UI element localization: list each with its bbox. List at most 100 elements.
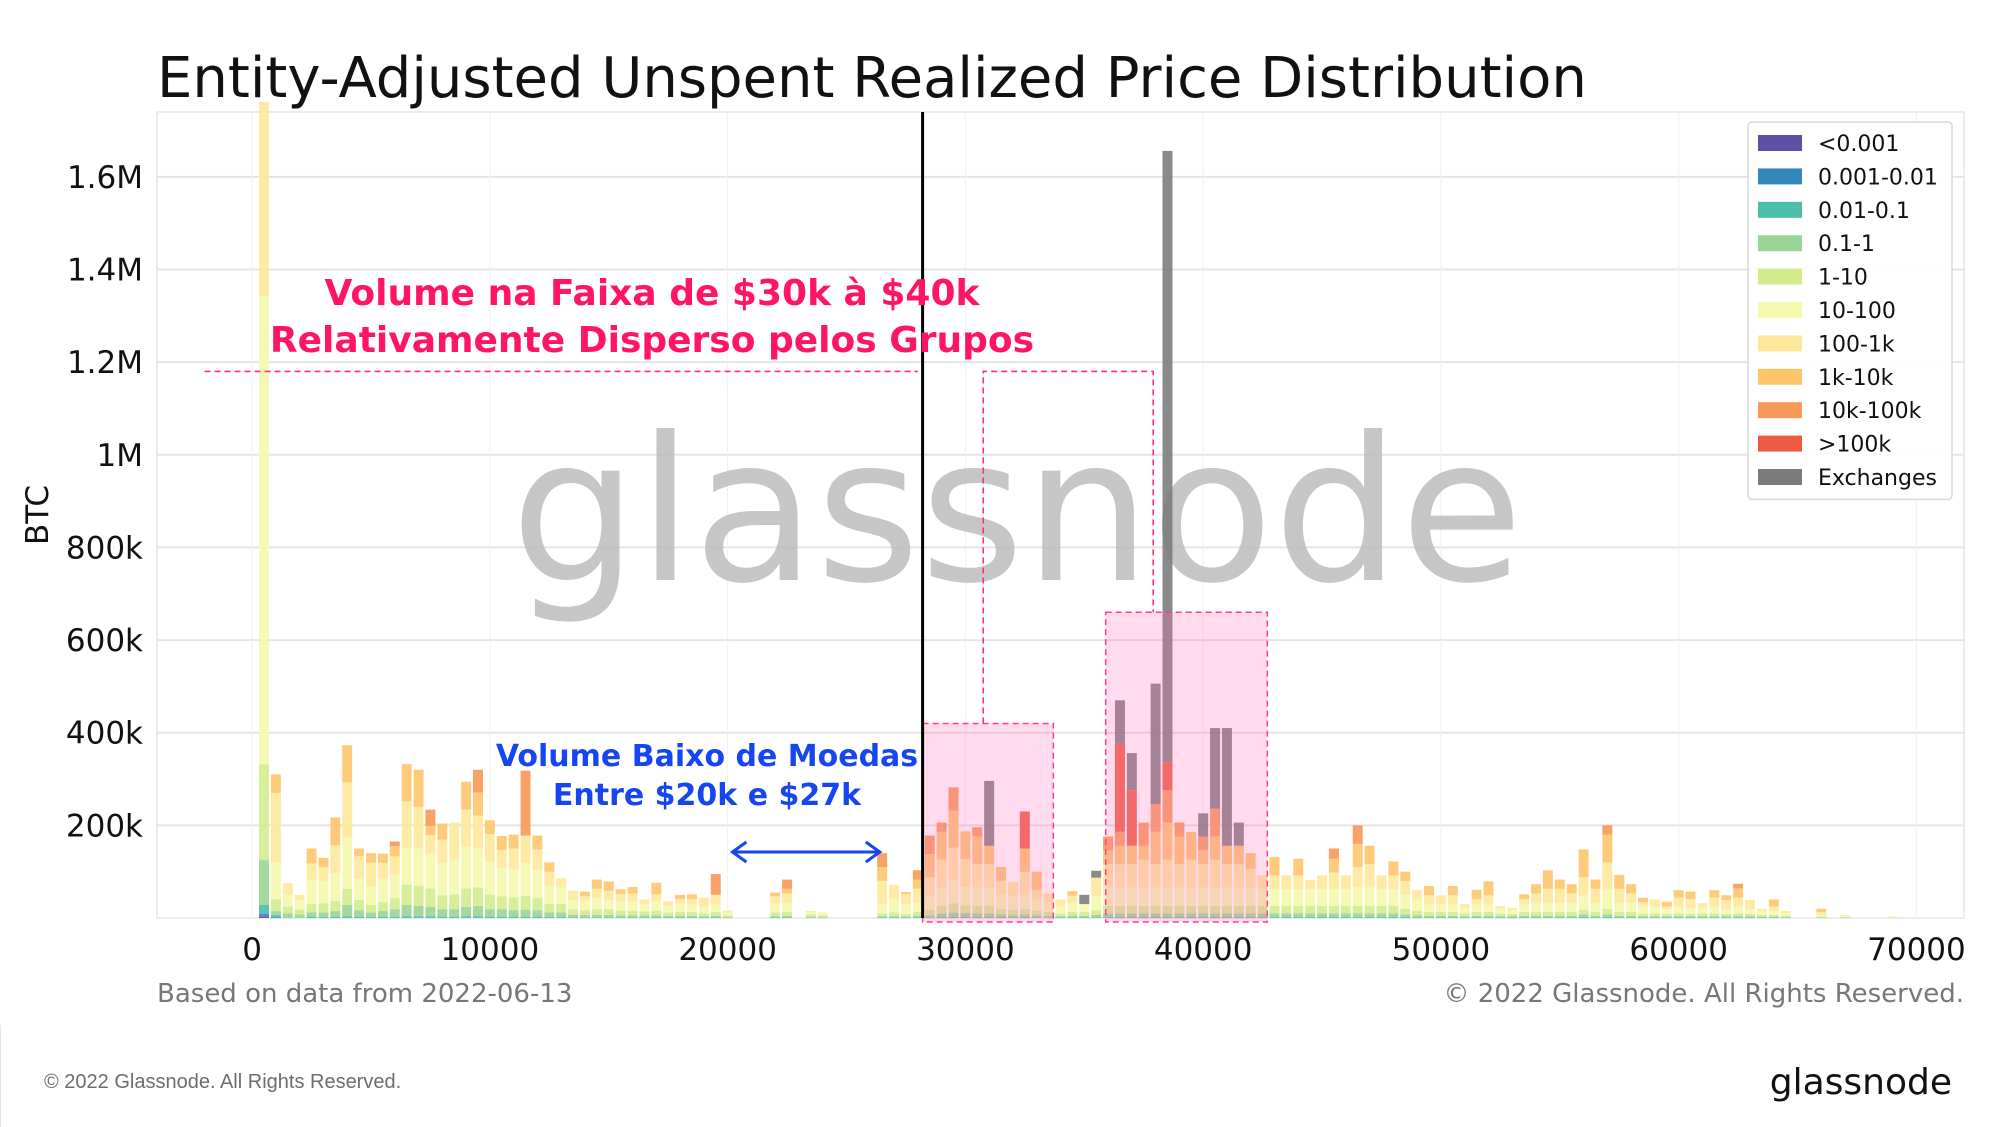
bar-segment-Exchanges bbox=[984, 780, 995, 846]
bar-segment-10-100 bbox=[972, 887, 983, 906]
bar-segment-0-01-0-1 bbox=[1138, 917, 1149, 918]
bar-segment-1-10 bbox=[1126, 905, 1137, 914]
bar-segment-1-10 bbox=[591, 909, 602, 915]
legend-label: 1-10 bbox=[1818, 266, 1868, 291]
bar-segment-0-01-0-1 bbox=[389, 916, 400, 918]
bar-stack bbox=[1614, 874, 1625, 918]
bar-segment-100-1k bbox=[377, 862, 388, 879]
bar-stack bbox=[294, 894, 305, 918]
bar-segment-1-10 bbox=[1626, 911, 1637, 916]
bar-segment-100-1k bbox=[770, 896, 781, 904]
legend-swatch bbox=[1758, 302, 1802, 318]
bar-segment-100-1k bbox=[1340, 875, 1351, 890]
bar-segment-1k-10k bbox=[1531, 884, 1542, 894]
brand-logo: glassnode bbox=[1770, 1062, 1952, 1103]
bar-segment-10-100 bbox=[1103, 887, 1114, 906]
bar-segment-10k-100k bbox=[1162, 790, 1173, 823]
bar-stack bbox=[710, 873, 721, 918]
bar-segment-10-100 bbox=[461, 846, 472, 889]
bar-segment-1-10 bbox=[270, 899, 281, 912]
bar-segment-0-1-1 bbox=[1364, 913, 1375, 918]
bar-segment-1k-10k bbox=[1590, 879, 1601, 889]
bar-segment-100-1k bbox=[437, 839, 448, 863]
bar-segment-1-10 bbox=[1447, 911, 1458, 916]
bar-stack bbox=[627, 886, 638, 918]
bar-segment-1-10 bbox=[472, 887, 483, 906]
bar-segment-1k-10k bbox=[591, 879, 602, 889]
legend-label: 0.001-0.01 bbox=[1818, 165, 1938, 190]
bar-segment-1-10 bbox=[1554, 911, 1565, 916]
bar-segment-0-01-0-1 bbox=[330, 916, 341, 918]
bar-segment-1-10 bbox=[996, 908, 1007, 915]
bar-stack bbox=[1424, 886, 1435, 918]
bar-segment-100-1k bbox=[675, 899, 686, 904]
bar-segment-0-1-1 bbox=[1554, 915, 1565, 918]
bar-segment-10-100 bbox=[1281, 889, 1292, 906]
bar-segment-0-001 bbox=[259, 916, 269, 918]
bar-segment-0-1-1 bbox=[306, 912, 317, 917]
bar-stack bbox=[1281, 875, 1292, 918]
bar-segment-10k-100k bbox=[877, 853, 888, 868]
bar-segment-1k-10k bbox=[996, 867, 1007, 881]
bar-segment-1-10 bbox=[1114, 905, 1125, 914]
bar-segment-10-100 bbox=[1709, 906, 1720, 914]
bar-segment-100-1k bbox=[1031, 890, 1042, 900]
bar-segment-1-10 bbox=[1198, 905, 1209, 914]
bar-segment-1-10 bbox=[1649, 913, 1660, 917]
bar-stack bbox=[1138, 822, 1149, 918]
bar-segment-100-1k bbox=[389, 856, 400, 875]
bar-segment-1-10 bbox=[508, 897, 519, 911]
bar-segment-0-1-1 bbox=[532, 910, 543, 917]
bar-stack bbox=[1245, 853, 1256, 918]
legend-label: <0.001 bbox=[1818, 132, 1899, 157]
bar-stack bbox=[1305, 880, 1316, 918]
bar-segment-100-1k bbox=[663, 901, 674, 906]
bar-segment-0-1-1 bbox=[1007, 915, 1018, 918]
bar-segment-10k-100k bbox=[1198, 836, 1209, 851]
bar-segment-100-1k bbox=[1233, 864, 1244, 888]
bar-segment-10-100 bbox=[579, 900, 590, 911]
bar-stack bbox=[449, 822, 460, 918]
bar-stack bbox=[1780, 911, 1791, 918]
bar-segment-10-100 bbox=[401, 847, 412, 885]
bar-segment-100-1k bbox=[805, 911, 816, 913]
bar-segment-0-1-1 bbox=[984, 913, 995, 918]
bar-segment-0-1-1 bbox=[1186, 913, 1197, 918]
bar-segment-1-10 bbox=[924, 909, 935, 916]
arrow-head-right bbox=[864, 840, 883, 864]
bar-segment-0-01-0-1 bbox=[1257, 917, 1268, 918]
bar-segment-1k-10k bbox=[1019, 848, 1030, 872]
bar-stack bbox=[461, 781, 472, 918]
bar-segment-10-100 bbox=[1649, 906, 1660, 914]
y-axis-ticks: 200k 400k 600k 800k 1M 1.2M 1.4M 1.6M bbox=[66, 160, 143, 845]
bar-segment-0-1-1 bbox=[1019, 914, 1030, 918]
bar-segment-10-100 bbox=[936, 887, 947, 906]
bar-segment-0-1-1 bbox=[425, 906, 436, 917]
bar-segment-0-1-1 bbox=[627, 915, 638, 918]
bar-segment-10-100 bbox=[805, 912, 816, 915]
bar-segment-10-100 bbox=[496, 868, 507, 897]
bar-segment-100-1k bbox=[1388, 875, 1399, 890]
bar-segment-10-100 bbox=[1626, 902, 1637, 912]
bar-segment-0-01-0-1 bbox=[318, 917, 329, 918]
bar-segment-100k bbox=[1126, 790, 1137, 846]
bar-segment-1-10 bbox=[1435, 911, 1446, 916]
bar-segment-1k-10k bbox=[1126, 845, 1137, 865]
bar-segment-10-100 bbox=[1138, 887, 1149, 906]
bar-stack bbox=[1007, 881, 1018, 918]
bar-segment-0-1-1 bbox=[782, 915, 793, 918]
bar-segment-0-1-1 bbox=[1281, 913, 1292, 918]
bar-segment-1-10 bbox=[603, 909, 614, 915]
bar-segment-10-100 bbox=[1340, 889, 1351, 906]
x-tick-label: 20000 bbox=[678, 932, 777, 968]
bar-segment-0-1-1 bbox=[936, 913, 947, 918]
bar-segment-0-1-1 bbox=[1376, 913, 1387, 918]
bar-segment-1k-10k bbox=[330, 817, 341, 846]
bar-segment-1-10 bbox=[1174, 905, 1185, 914]
bar-segment-100-1k bbox=[1328, 872, 1339, 890]
bar-segment-100-1k bbox=[1114, 864, 1125, 888]
bar-segment-0-001-0-01 bbox=[270, 917, 281, 918]
bar-segment-1-10 bbox=[496, 896, 507, 910]
bar-segment-10k-100k bbox=[1174, 822, 1185, 837]
bar-segment-0-01-0-1 bbox=[449, 916, 460, 918]
